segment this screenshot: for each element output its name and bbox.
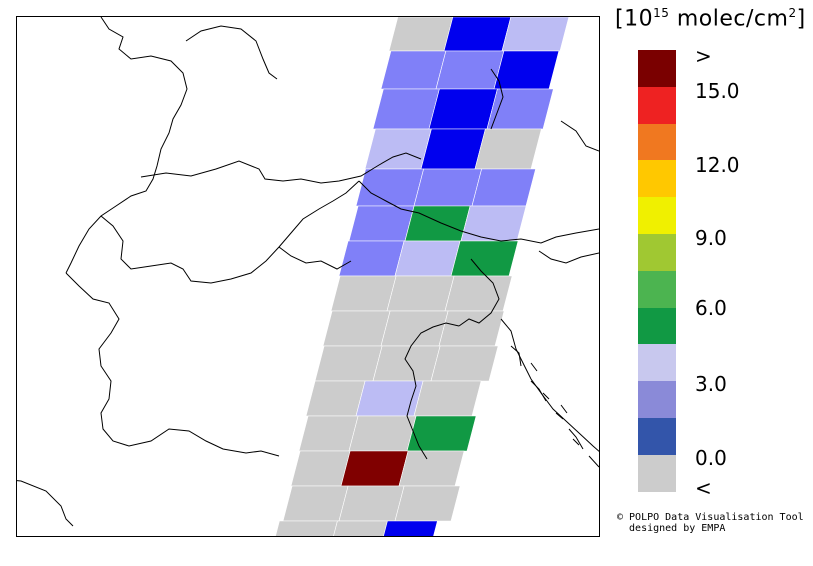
- swath-pixel: [450, 240, 519, 277]
- legend-swatch: [638, 86, 676, 124]
- swath-pixel: [330, 275, 397, 312]
- swath-pixel: [413, 380, 482, 417]
- swath-pixel: [398, 450, 465, 487]
- legend-swatch: [638, 270, 676, 308]
- legend-label: 3.0: [695, 372, 727, 396]
- legend-label: <: [695, 476, 712, 500]
- swath-pixel: [474, 128, 542, 170]
- swath-pixel: [413, 168, 483, 207]
- swath-pixel: [394, 240, 461, 277]
- swath-pixel: [364, 128, 432, 170]
- legend-label: 15.0: [695, 79, 740, 103]
- swath-pixel: [388, 17, 454, 52]
- swath-pixel: [435, 50, 505, 90]
- swath-pixel: [298, 415, 359, 452]
- swath-pixel: [372, 88, 440, 130]
- swath-pixel: [406, 415, 477, 452]
- legend-title-open: [10: [615, 6, 654, 32]
- legend-swatch: [638, 454, 676, 492]
- swath-pixel: [438, 310, 505, 347]
- swath-pixel: [282, 485, 349, 522]
- legend-label: 0.0: [695, 446, 727, 470]
- swath-pixel: [501, 17, 570, 52]
- swath-pixel: [338, 485, 405, 522]
- swath-pixel: [348, 415, 417, 452]
- swath-pixel: [460, 205, 527, 242]
- legend-swatch: [638, 160, 676, 198]
- swath-pixel: [394, 485, 461, 522]
- swath-pixel: [314, 345, 383, 382]
- swath-pixel: [348, 205, 415, 242]
- map-canvas: [17, 17, 599, 536]
- legend-swatch: [638, 381, 676, 418]
- legend-title-close: ]: [796, 6, 806, 32]
- color-legend: [638, 50, 676, 492]
- swath-pixel: [420, 128, 486, 170]
- legend-swatch: [638, 417, 676, 455]
- swath-pixel: [322, 310, 391, 347]
- swath-pixel: [386, 275, 455, 312]
- legend-title: [1015 molec/cm2]: [615, 6, 806, 31]
- swath-pixel: [383, 520, 438, 536]
- swath-pixel: [338, 240, 405, 277]
- swath-pixel: [275, 520, 338, 536]
- swath-pixel: [372, 345, 441, 382]
- legend-swatch: [638, 344, 676, 382]
- legend-label: 9.0: [695, 226, 727, 250]
- legend-swatch: [638, 307, 676, 345]
- swath-pixel: [340, 450, 409, 487]
- legend-swatch: [638, 197, 676, 234]
- legend-label: 12.0: [695, 153, 740, 177]
- swath-pixel: [355, 380, 424, 417]
- legend-swatch: [638, 123, 676, 161]
- legend-swatch: [638, 233, 676, 271]
- credit-text: © POLPO Data Visualisation Tool designed…: [617, 512, 804, 534]
- legend-label: 6.0: [695, 296, 727, 320]
- swath-pixel: [290, 450, 351, 487]
- swath-pixel: [430, 345, 499, 382]
- credit-line-1: © POLPO Data Visualisation Tool: [617, 512, 804, 523]
- country-borders: [17, 17, 599, 527]
- swath-pixel: [333, 520, 388, 536]
- legend-label: >: [695, 44, 712, 68]
- legend-title-unit: molec/cm: [669, 6, 789, 32]
- swath-pixel: [428, 88, 498, 130]
- swath-pixel: [305, 380, 366, 417]
- swath-pixel: [404, 205, 471, 242]
- swath-pixel: [493, 50, 560, 90]
- legend-title-exponent: 15: [653, 6, 670, 20]
- swath-pixel: [444, 275, 513, 312]
- swath-pixel: [486, 88, 554, 130]
- swath-pixel: [380, 50, 447, 90]
- swath-pixel: [471, 168, 537, 207]
- legend-title-square: 2: [788, 6, 797, 20]
- swath-pixel: [443, 17, 512, 52]
- map-panel: [16, 16, 600, 537]
- satellite-swath: [275, 17, 570, 536]
- credit-line-2: designed by EMPA: [617, 523, 726, 534]
- legend-swatch: [638, 50, 676, 87]
